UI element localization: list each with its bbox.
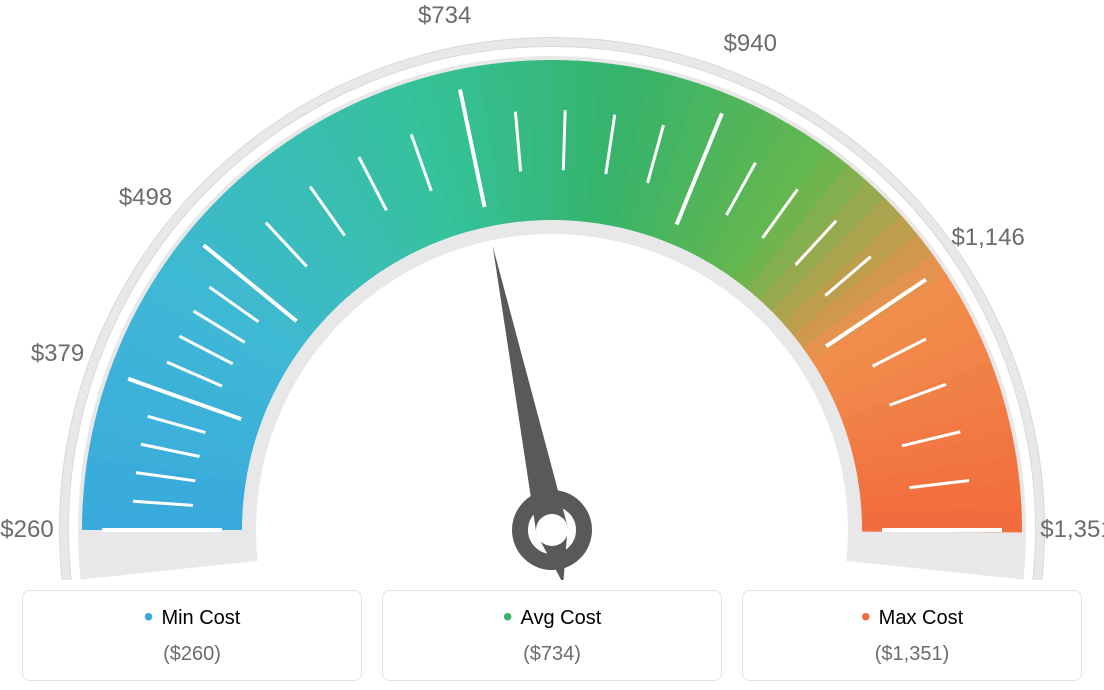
legend-value: ($1,351) (743, 643, 1081, 666)
gauge-tick-label: $734 (418, 2, 471, 30)
legend-min-cost: • Min Cost ($260) (22, 590, 362, 681)
legend-title-text: Min Cost (161, 607, 240, 630)
gauge-chart: $260$379$498$734$940$1,146$1,351 (0, 20, 1104, 580)
legend-max-cost: • Max Cost ($1,351) (742, 590, 1082, 681)
legend-row: • Min Cost ($260) • Avg Cost ($734) • Ma… (22, 590, 1082, 681)
gauge-tick-label: $1,351 (1040, 516, 1104, 544)
gauge-tick-label: $940 (724, 30, 777, 58)
gauge-svg (0, 20, 1104, 580)
gauge-tick-label: $498 (119, 184, 172, 212)
legend-title-text: Avg Cost (521, 607, 602, 630)
legend-value: ($734) (383, 643, 721, 666)
legend-title-text: Max Cost (879, 607, 963, 630)
gauge-tick-label: $379 (31, 340, 84, 368)
legend-value: ($260) (23, 643, 361, 666)
legend-title: • Min Cost (144, 607, 241, 630)
legend-avg-cost: • Avg Cost ($734) (382, 590, 722, 681)
legend-title: • Avg Cost (503, 607, 602, 630)
gauge-tick-label: $260 (0, 516, 53, 544)
gauge-tick-label: $1,146 (951, 224, 1024, 252)
legend-title: • Max Cost (861, 607, 963, 630)
